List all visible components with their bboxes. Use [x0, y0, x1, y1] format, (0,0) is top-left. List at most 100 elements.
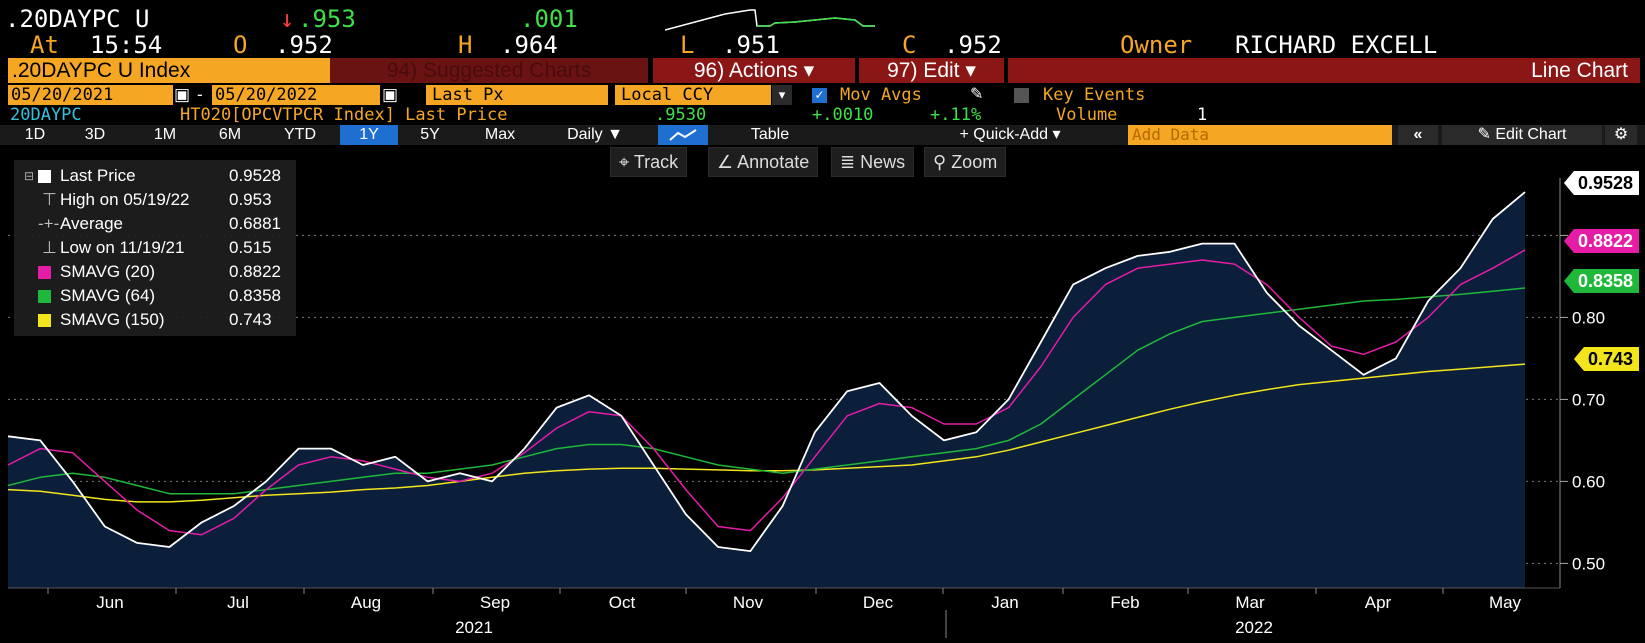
price-chart[interactable]: 0.500.600.700.800.90 JunJulAugSepOctNovD… [0, 178, 1645, 643]
tab-ytd[interactable]: YTD [284, 126, 316, 143]
security-field[interactable]: .20DAYPC U Index [8, 58, 330, 83]
legend-smavg150[interactable]: SMAVG (150) 0.743 [14, 309, 296, 331]
x-tick-label: Aug [351, 593, 381, 612]
legend-label: Low on 11/19/21 [60, 238, 185, 257]
date-dash: - [197, 85, 203, 104]
table-button[interactable]: Table [750, 126, 790, 143]
calendar-icon[interactable]: ▣ [382, 85, 399, 104]
info-last: .9530 [655, 105, 707, 125]
info-percent: +.11% [930, 105, 982, 125]
owner-name: RICHARD EXCELL [1235, 31, 1438, 59]
collapse-button[interactable]: « [1398, 125, 1438, 145]
legend-low: ⊥ Low on 11/19/21 0.515 [14, 237, 296, 259]
legend-label: SMAVG (150) [60, 310, 165, 329]
last-value: .953 [298, 5, 356, 33]
line-chart-icon[interactable] [658, 125, 708, 145]
collapse-icon[interactable]: ⊟ [24, 169, 35, 183]
security-short: 20DAYPC [10, 105, 82, 125]
year-label: 2021 [455, 618, 493, 637]
tab-6m[interactable]: 6M [218, 126, 242, 143]
track-label: Track [633, 152, 679, 172]
key-events-checkbox[interactable] [1014, 88, 1029, 103]
series-line-smavg-20- [7, 249, 1526, 536]
open-value: .952 [275, 31, 333, 59]
open-label: O [233, 31, 248, 59]
tab-max[interactable]: Max [484, 126, 516, 143]
average-marker-icon: -+- [38, 214, 60, 233]
annotate-button[interactable]: ∠ Annotate [708, 147, 819, 177]
frequency-select[interactable]: Daily ▼ [567, 126, 623, 143]
series-lines [7, 191, 1526, 553]
chart-type-text: Line Chart [1531, 59, 1628, 82]
tab-1y[interactable]: 1Y [340, 125, 398, 145]
quick-add-button[interactable]: + Quick-Add ▾ [959, 126, 1061, 143]
track-button[interactable]: ⌖ Track [610, 147, 688, 177]
key-events-label: Key Events [1043, 85, 1146, 105]
add-data-input[interactable]: Add Data [1128, 125, 1392, 145]
chevron-down-icon[interactable]: ▾ [772, 85, 792, 105]
legend-value: 0.8822 [229, 262, 281, 281]
legend-value: 0.743 [229, 310, 272, 329]
close-label: C [902, 31, 917, 59]
legend-value: 0.953 [229, 190, 272, 209]
zoom-button[interactable]: ⚲ Zoom [924, 147, 1007, 177]
tab-1m[interactable]: 1M [153, 126, 177, 143]
owner-label: Owner [1120, 31, 1193, 59]
legend-smavg64[interactable]: SMAVG (64) 0.8358 [14, 285, 296, 307]
y-tick-label: 0.50 [1572, 554, 1605, 573]
gear-icon[interactable]: ⚙ [1605, 125, 1637, 145]
mov-avgs-label: Mov Avgs [840, 85, 922, 105]
actions-menu[interactable]: 96) Actions ▾ [653, 58, 855, 83]
legend-label: Last Price [60, 166, 136, 185]
last-price-tag: 0.9528 [1563, 171, 1639, 195]
start-date-field[interactable]: 05/20/2021 [8, 85, 173, 105]
legend-value: 0.515 [229, 238, 272, 257]
annotate-icon: ∠ [717, 152, 738, 172]
field-select[interactable]: Last Px [426, 85, 608, 105]
news-button[interactable]: ≣ News [831, 147, 915, 177]
calendar-icon[interactable]: ▣ [174, 85, 191, 104]
smavg20-tag: 0.8822 [1563, 229, 1639, 253]
time-value: 15:54 [90, 31, 163, 59]
legend-value: 0.6881 [229, 214, 281, 233]
crosshair-icon: ⌖ [619, 152, 634, 172]
y-tick-label: 0.60 [1572, 472, 1605, 491]
at-label: At [30, 31, 59, 59]
year-label: 2022 [1235, 618, 1273, 637]
x-tick-label: Sep [480, 593, 510, 612]
tab-3d[interactable]: 3D [84, 126, 106, 143]
info-change: +.0010 [812, 105, 874, 125]
mov-avgs-checkbox[interactable]: ✓ [812, 88, 827, 103]
swatch [38, 290, 51, 303]
news-icon: ≣ [840, 152, 861, 172]
x-tick-label: Nov [733, 593, 764, 612]
suggested-charts-button[interactable]: 94) Suggested Charts [330, 58, 648, 83]
edit-chart-button[interactable]: ✎ Edit Chart [1442, 125, 1602, 145]
y-tick-label: 0.70 [1572, 390, 1605, 409]
chart-type-label: Line Chart [1008, 58, 1640, 83]
ticker-label: .20DAYPC U [5, 5, 150, 33]
legend-label: SMAVG (64) [60, 286, 156, 305]
end-date-field[interactable]: 05/20/2022 [212, 85, 380, 105]
legend-smavg20[interactable]: SMAVG (20) 0.8822 [14, 261, 296, 283]
magnifier-icon: ⚲ [933, 152, 952, 172]
high-marker-icon: ⊤ [42, 190, 57, 209]
edit-menu[interactable]: 97) Edit ▾ [859, 58, 1004, 83]
index-description: HT020[OPCVTPCR Index] Last Price [180, 105, 508, 125]
currency-select[interactable]: Local CCY [615, 85, 771, 105]
volume-label: Volume [1056, 105, 1118, 125]
chart-legend[interactable]: ⊟ Last Price 0.9528 ⊤ High on 05/19/22 0… [14, 160, 296, 336]
legend-value: 0.8358 [229, 286, 281, 305]
change-value: .001 [520, 5, 578, 33]
tab-1d[interactable]: 1D [24, 126, 46, 143]
x-tick-label: Mar [1235, 593, 1265, 612]
x-tick-label: Oct [609, 593, 636, 612]
volume-value: 1 [1197, 105, 1208, 125]
legend-average: -+- Average 0.6881 [14, 213, 296, 235]
high-value: .964 [500, 31, 558, 59]
close-value: .952 [944, 31, 1002, 59]
legend-last-price[interactable]: ⊟ Last Price 0.9528 [14, 165, 296, 187]
x-tick-label: Feb [1110, 593, 1139, 612]
tab-5y[interactable]: 5Y [420, 126, 440, 143]
pencil-icon[interactable]: ✎ [970, 86, 984, 103]
